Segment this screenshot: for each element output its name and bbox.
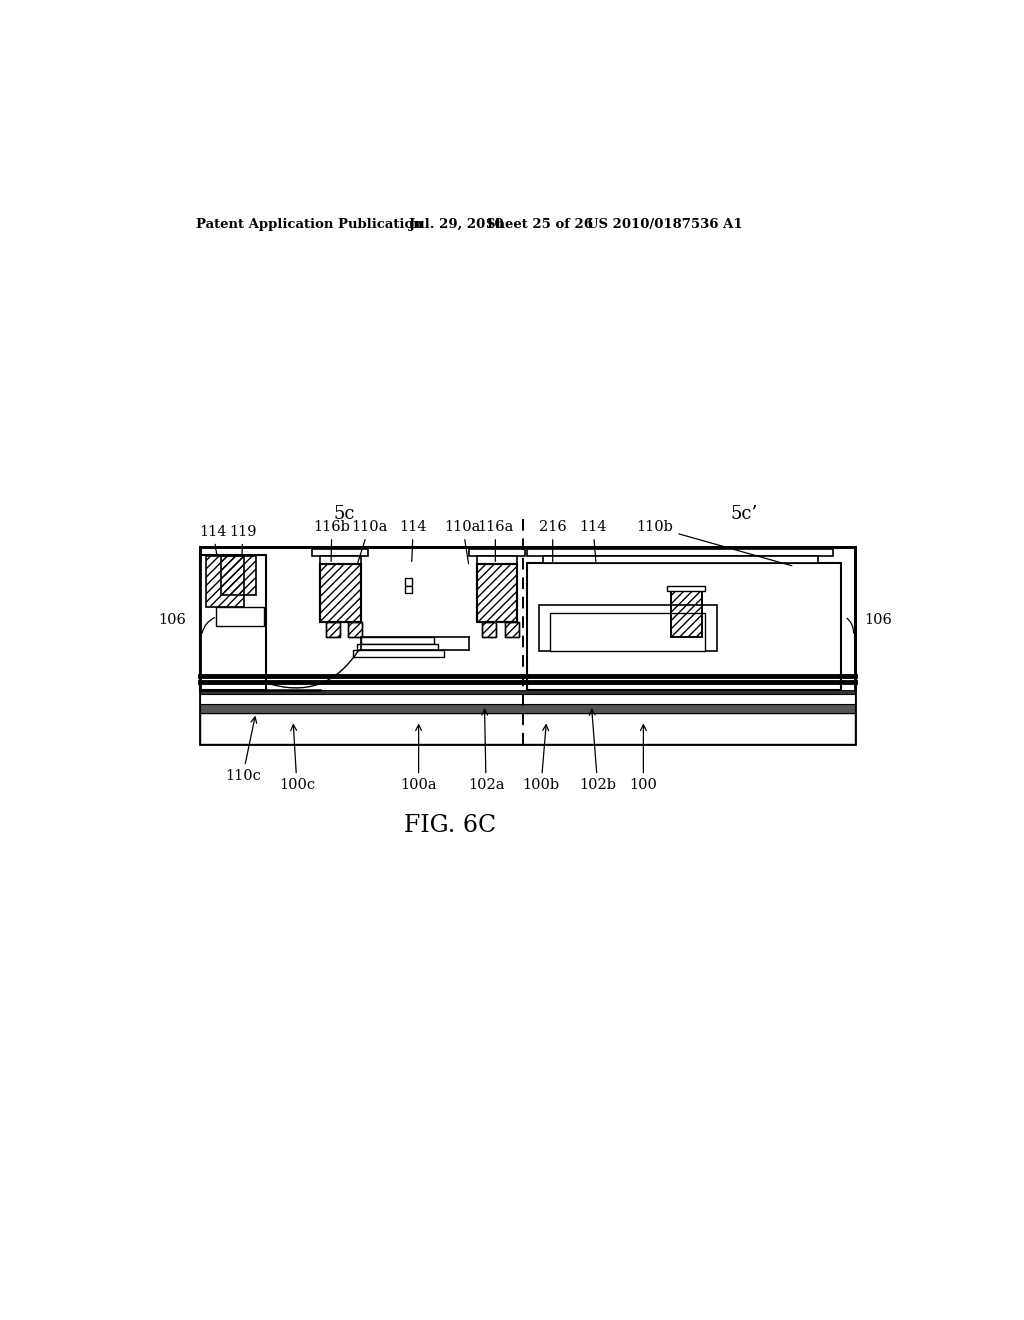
Bar [469,549,524,557]
Bar [543,557,818,562]
Text: 116b: 116b [313,520,350,561]
Bar [477,564,517,622]
Text: FIG. 6C: FIG. 6C [403,814,496,837]
Text: 114: 114 [580,520,607,561]
Text: 110b: 110b [637,520,792,566]
Text: 116a: 116a [477,520,514,561]
Bar [321,564,360,622]
Text: 114: 114 [399,520,427,561]
Bar [527,562,841,689]
Bar [312,549,369,557]
Bar [321,557,360,564]
Text: 100c: 100c [279,725,315,792]
Bar [221,557,256,595]
Bar [482,622,496,638]
Bar [206,557,245,607]
Text: 102b: 102b [580,709,616,792]
Bar [321,564,360,622]
Text: 100a: 100a [400,725,437,792]
Bar [406,578,412,586]
Bar [671,591,701,638]
Bar [216,607,263,626]
Bar [550,612,706,651]
Text: 114: 114 [200,525,227,554]
Text: 110a: 110a [351,520,387,564]
Text: 110a: 110a [444,520,481,564]
Text: 119: 119 [229,525,256,554]
Bar [348,622,362,638]
Text: Patent Application Publication: Patent Application Publication [197,218,423,231]
Bar [200,693,855,704]
Bar [348,622,362,638]
Text: 106: 106 [864,614,892,627]
Text: 100b: 100b [522,725,560,792]
Bar [671,591,701,638]
Bar [506,622,519,638]
Bar [200,689,855,693]
Bar [477,564,517,622]
Bar [200,554,266,689]
Bar [506,622,519,638]
Text: 100: 100 [630,725,657,792]
Text: 102a: 102a [468,709,504,792]
Bar [200,713,855,743]
Bar [356,644,438,649]
Text: 216: 216 [539,520,566,561]
Text: US 2010/0187536 A1: US 2010/0187536 A1 [587,218,742,231]
Text: Sheet 25 of 26: Sheet 25 of 26 [486,218,593,231]
Bar [200,704,855,713]
Bar [667,586,706,591]
Bar [482,622,496,638]
Text: 5c: 5c [334,506,355,523]
Text: 5c’: 5c’ [731,506,759,523]
Text: 106: 106 [159,614,186,627]
Bar [360,638,434,644]
Bar [477,557,517,564]
Bar [352,649,444,657]
Bar [326,622,340,638]
Bar [539,605,717,651]
Bar [326,622,340,638]
Text: Jul. 29, 2010: Jul. 29, 2010 [409,218,503,231]
Text: 110c: 110c [224,717,261,783]
Bar [200,548,855,743]
Bar [527,549,834,557]
Bar [406,586,412,594]
